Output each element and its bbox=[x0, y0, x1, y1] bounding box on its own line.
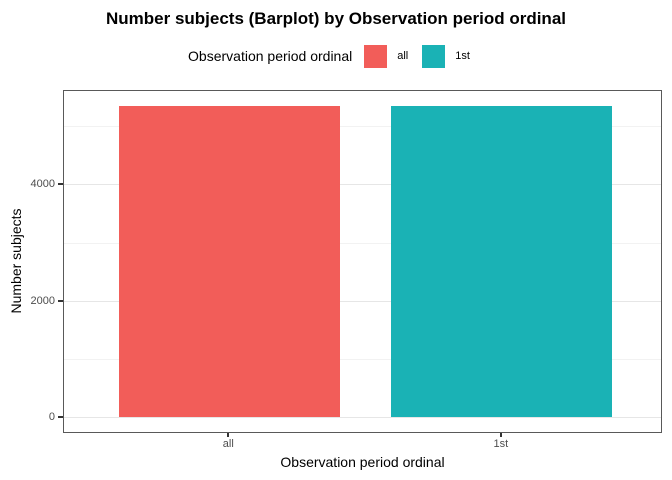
y-tick-mark-2000 bbox=[58, 299, 63, 302]
bar-1st bbox=[391, 105, 613, 418]
legend-swatch-all bbox=[364, 44, 388, 68]
chart-title: Number subjects (Barplot) by Observation… bbox=[105, 9, 566, 28]
bar-all bbox=[118, 105, 340, 418]
legend-label-all: all bbox=[397, 50, 409, 62]
y-tick-mark-4000 bbox=[58, 183, 63, 186]
gridline-major-y-2000 bbox=[64, 300, 661, 302]
gridline-major-y-4000 bbox=[64, 184, 661, 186]
legend: Observation period ordinal all 1st bbox=[0, 44, 672, 68]
x-tick-mark-1st bbox=[499, 433, 502, 437]
x-axis-title: Observation period ordinal bbox=[280, 454, 445, 470]
legend-item-all: all bbox=[364, 44, 409, 68]
legend-swatch-1st bbox=[422, 44, 446, 68]
x-tick-mark-all bbox=[227, 433, 230, 437]
gridline-minor-y-1000 bbox=[64, 359, 661, 361]
y-tick-label-0: 0 bbox=[48, 411, 55, 424]
gridline-minor-y-5000 bbox=[64, 126, 661, 127]
x-tick-label-all: all bbox=[222, 438, 234, 450]
y-tick-label-2000: 2000 bbox=[30, 294, 55, 307]
legend-item-1st: 1st bbox=[422, 44, 470, 68]
legend-label-1st: 1st bbox=[455, 50, 470, 62]
plot-panel bbox=[63, 90, 662, 433]
y-tick-label-4000: 4000 bbox=[30, 178, 55, 191]
gridline-minor-y-3000 bbox=[64, 242, 661, 244]
y-tick-mark-0 bbox=[58, 416, 63, 419]
gridline-major-y-0 bbox=[64, 417, 661, 419]
legend-title: Observation period ordinal bbox=[188, 48, 353, 64]
x-tick-label-1st: 1st bbox=[493, 438, 509, 450]
